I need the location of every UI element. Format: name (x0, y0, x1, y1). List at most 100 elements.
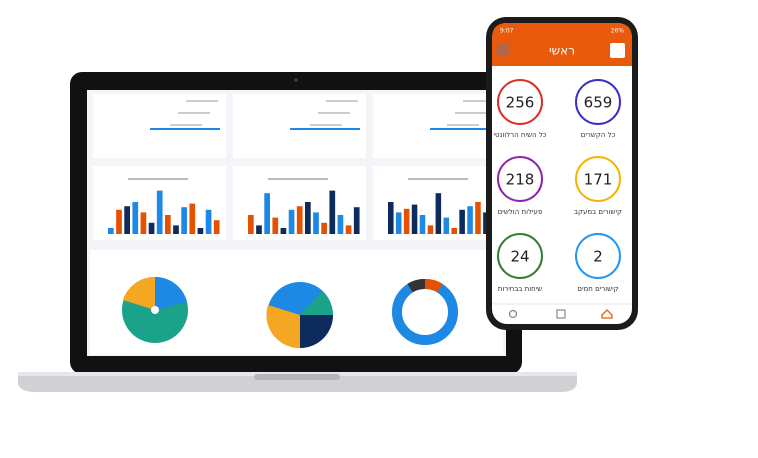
bar (321, 222, 327, 234)
bar (483, 212, 489, 234)
bar (116, 209, 122, 234)
text-line (310, 124, 342, 126)
text-line (455, 112, 487, 114)
bar (403, 208, 410, 234)
bar (435, 193, 442, 234)
tile-value[interactable]: 659 (584, 94, 613, 112)
bar (427, 225, 434, 234)
bar (205, 209, 212, 234)
bar (395, 212, 402, 234)
legend-line (268, 178, 328, 180)
bar (459, 209, 465, 234)
progress (150, 128, 220, 130)
tile-ring[interactable] (575, 233, 621, 279)
bar (305, 202, 311, 234)
tile-label[interactable]: שיחות בבחירות (498, 285, 543, 293)
bar (313, 212, 319, 234)
bar (296, 206, 303, 234)
bar (108, 228, 114, 234)
tile-label[interactable]: קישורים במעקב (574, 208, 622, 216)
app-header (492, 23, 632, 66)
laptop-notch (254, 374, 340, 380)
donut-slice (407, 279, 426, 293)
bar (329, 190, 336, 234)
bar (140, 212, 147, 234)
tile-value[interactable]: 256 (506, 94, 535, 112)
card (373, 94, 503, 158)
tile-ring[interactable] (497, 79, 543, 125)
text-line (326, 100, 358, 102)
bar (156, 190, 163, 234)
bar (419, 215, 426, 234)
pie-slice (123, 276, 155, 310)
text-line (170, 124, 202, 126)
card (233, 94, 366, 158)
bar (256, 225, 262, 234)
text-line (318, 112, 350, 114)
bar (467, 206, 473, 234)
pie-slice (300, 291, 333, 315)
tile-label[interactable]: כל השיח הרלוונטי (493, 131, 546, 139)
tile-label[interactable]: פעילות הולשים (498, 208, 543, 216)
bar (264, 193, 270, 234)
tile-label[interactable]: קישורים חמים (577, 285, 618, 293)
pie-center (151, 306, 159, 314)
bar (165, 215, 171, 234)
laptop-base (18, 374, 577, 392)
text-line (186, 100, 218, 102)
bar (148, 222, 155, 234)
menu-button[interactable] (610, 43, 625, 58)
bar (173, 225, 179, 234)
bar (451, 228, 457, 234)
bar (280, 228, 287, 234)
tile-ring[interactable] (497, 233, 543, 279)
bar (337, 215, 344, 234)
bar (443, 217, 450, 234)
bar (181, 207, 187, 234)
status-time: 9:07 (500, 28, 514, 35)
pie-slice (155, 277, 187, 310)
nav-settings[interactable] (508, 309, 518, 319)
bar (288, 209, 295, 234)
laptop (18, 72, 577, 392)
tile-ring[interactable] (575, 156, 621, 202)
pie-slice (266, 305, 300, 349)
bar (197, 228, 204, 234)
avatar[interactable] (496, 43, 510, 57)
text-line (447, 124, 479, 126)
tile-value[interactable]: 171 (584, 171, 613, 189)
bar (353, 207, 360, 234)
app-title: ראשי (549, 44, 575, 58)
donut-slice (424, 279, 443, 293)
tile-label[interactable]: כל הקשרים (581, 131, 616, 139)
bar (272, 217, 279, 234)
legend-line (408, 178, 468, 180)
status-battery: 26% (611, 28, 625, 35)
pie-slice (300, 315, 333, 348)
bar (132, 202, 139, 234)
bar (124, 206, 130, 234)
tile-ring[interactable] (575, 79, 621, 125)
bar (213, 220, 220, 234)
progress (430, 128, 497, 130)
tile-value[interactable]: 24 (510, 248, 529, 266)
dashboard (90, 94, 503, 354)
text-line (463, 100, 495, 102)
bar (475, 202, 481, 234)
bar (189, 203, 196, 234)
legend-line (128, 178, 188, 180)
bar (411, 204, 418, 234)
bar (248, 215, 254, 234)
tile-ring[interactable] (497, 156, 543, 202)
progress (290, 128, 360, 130)
tile-value[interactable]: 218 (506, 171, 535, 189)
card (93, 94, 226, 158)
nav-list[interactable] (556, 309, 566, 319)
bar (345, 225, 352, 234)
camera (294, 78, 298, 82)
text-line (178, 112, 210, 114)
tile-value[interactable]: 2 (593, 248, 603, 266)
nav-home[interactable] (601, 309, 613, 319)
bar (388, 202, 394, 234)
